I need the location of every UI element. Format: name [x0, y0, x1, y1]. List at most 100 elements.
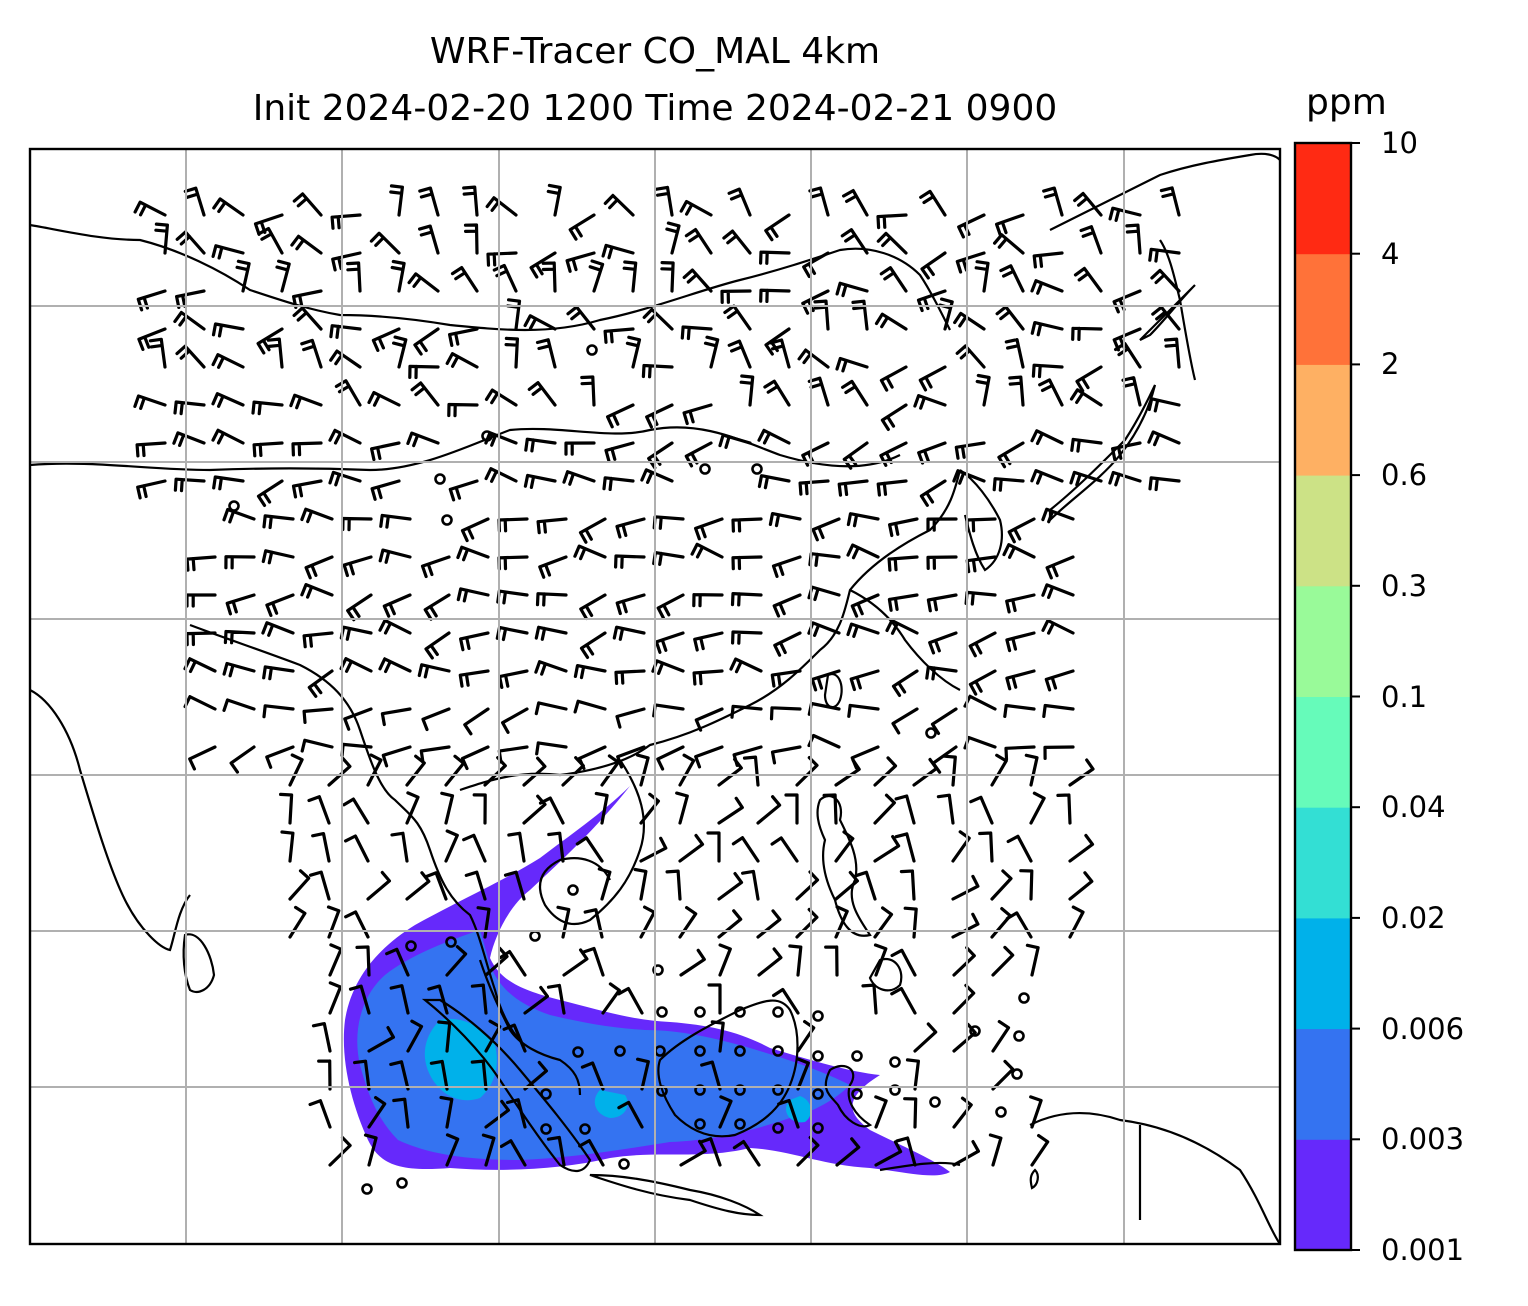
wind-barb: [1148, 476, 1181, 492]
wind-barb: [307, 669, 334, 698]
wind-barb: [1069, 470, 1103, 487]
wind-barb: [617, 986, 644, 1015]
wind-barb: [427, 984, 449, 1015]
wind-barb: [288, 869, 311, 901]
wind-barb: [464, 870, 487, 901]
wind-barb: [392, 1097, 410, 1129]
colorbar-band: [1295, 253, 1351, 365]
wind-barb: [1005, 669, 1036, 691]
wind-barb: [175, 344, 206, 369]
wind-barb: [770, 669, 802, 688]
wind-barb: [1071, 326, 1103, 341]
wind-barb: [926, 555, 958, 570]
wind-barb: [846, 622, 880, 638]
wind-barb: [308, 1099, 332, 1129]
wind-barb: [769, 706, 802, 721]
wind-barb: [445, 352, 479, 369]
wind-barb: [876, 231, 908, 255]
wind-barb: [757, 474, 791, 490]
wind-barb: [448, 327, 479, 347]
wind-barb: [963, 694, 997, 711]
wind-barb: [292, 192, 323, 217]
wind-barb: [462, 185, 479, 217]
wind-barb: [756, 909, 782, 939]
wind-barb: [606, 403, 635, 429]
calm-wind-markers: [228, 344, 1030, 1195]
wind-barb: [222, 698, 256, 712]
wind-barb: [445, 1133, 460, 1167]
wind-barb: [389, 184, 404, 217]
wind-barb: [459, 631, 490, 652]
wind-barb: [784, 793, 799, 825]
wind-barb: [992, 477, 1025, 492]
wind-barb: [975, 373, 991, 407]
wind-barb: [211, 392, 245, 408]
wind-barb: [741, 869, 760, 901]
wind-barb: [573, 544, 607, 561]
wind-barb: [952, 1096, 973, 1129]
calm-wind-circle: [434, 473, 446, 485]
map-title: WRF-Tracer CO_MAL 4km: [429, 31, 881, 72]
wind-barb: [211, 353, 245, 369]
wind-barb: [212, 475, 245, 491]
wind-barb: [1025, 943, 1040, 977]
wind-barb: [633, 867, 648, 901]
wind-barb: [418, 224, 440, 255]
wind-barb: [718, 433, 752, 449]
wind-barb: [288, 905, 307, 939]
wind-barb: [183, 186, 206, 217]
wind-barb: [1003, 703, 1036, 718]
wind-barb: [439, 1095, 454, 1129]
colorbar-band: [1295, 696, 1351, 808]
wind-barb: [529, 251, 557, 279]
wind-barb: [873, 835, 901, 863]
wind-barb: [407, 272, 440, 293]
wind-barb: [802, 251, 830, 279]
wind-barb: [546, 1135, 566, 1167]
calm-wind-circle: [889, 1056, 901, 1068]
wind-barb: [185, 555, 217, 572]
wind-barb: [136, 479, 167, 500]
wind-barb: [849, 669, 880, 692]
wind-barb: [579, 631, 607, 659]
wind-barb: [348, 984, 371, 1015]
calm-wind-circle: [812, 1010, 824, 1022]
wind-barb: [497, 745, 529, 764]
wind-barb: [1121, 376, 1142, 407]
wind-barb: [880, 403, 908, 431]
wind-barb: [1004, 338, 1025, 369]
wind-barb: [894, 794, 916, 825]
wind-barb: [328, 1136, 352, 1167]
calm-wind-circle: [772, 1045, 784, 1057]
wind-barb: [727, 339, 752, 369]
wind-barb: [291, 441, 323, 457]
calm-wind-circle: [396, 1177, 408, 1189]
colorbar-tick-label: 0.001: [1381, 1233, 1465, 1267]
wind-barb: [707, 983, 722, 1015]
wind-barb: [1007, 517, 1036, 544]
wind-barb: [222, 507, 256, 524]
wind-barb: [424, 631, 451, 660]
calm-wind-circle: [1013, 1030, 1025, 1042]
wind-barb: [476, 906, 491, 939]
wind-barb: [1024, 753, 1039, 787]
wind-barb: [635, 753, 650, 787]
wind-barb: [807, 701, 841, 716]
wind-barb: [604, 441, 635, 463]
wind-barb: [326, 905, 341, 939]
wind-barb: [492, 263, 518, 293]
wind-barb: [486, 251, 518, 267]
wind-barb: [822, 793, 838, 825]
wind-barb: [483, 756, 507, 787]
wind-barb: [304, 555, 334, 580]
wind-barb: [1042, 186, 1064, 217]
wind-barb: [410, 381, 440, 407]
wind-barb: [706, 831, 721, 863]
wind-barb: [615, 707, 646, 729]
wind-barb: [1068, 905, 1085, 939]
wind-barb: [534, 701, 568, 716]
wind-barb: [379, 513, 412, 529]
wind-barb: [1041, 507, 1075, 524]
wind-barb: [835, 1137, 861, 1167]
wind-barb: [578, 1139, 605, 1167]
